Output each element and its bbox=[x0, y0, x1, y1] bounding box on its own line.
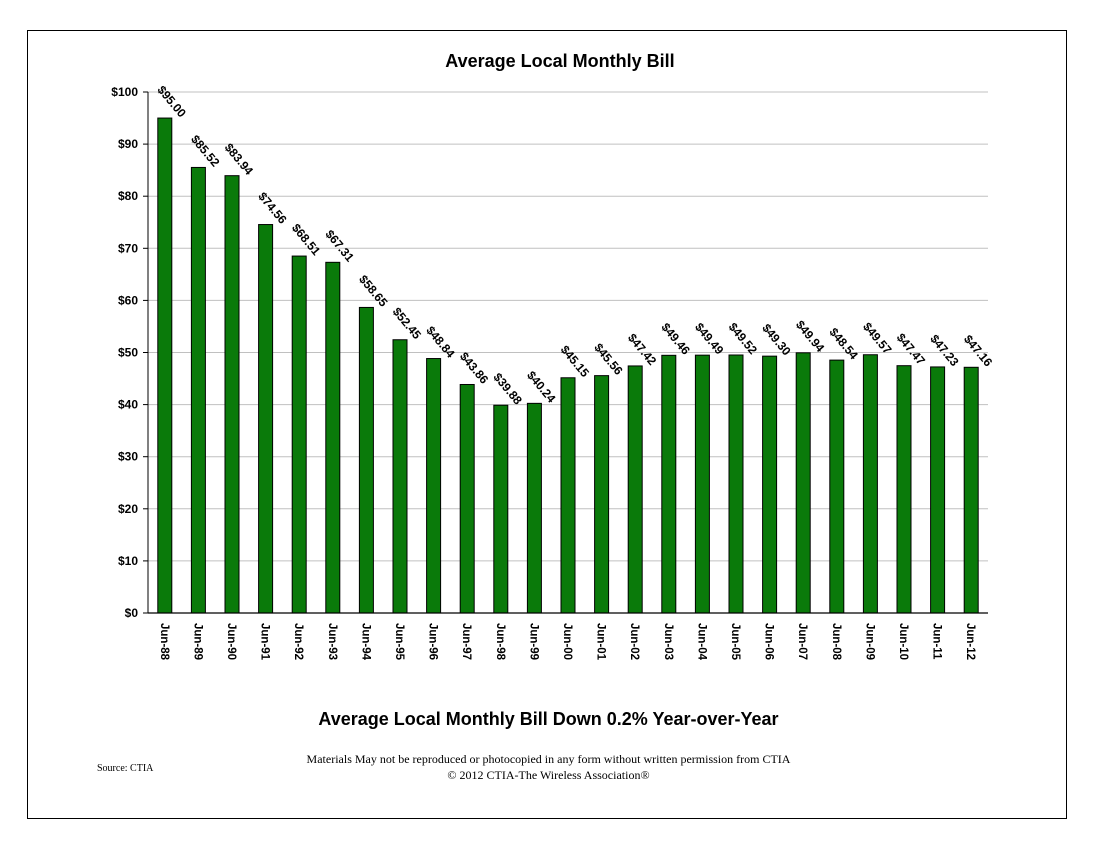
bar bbox=[930, 366, 946, 614]
data-label: $74.56 bbox=[255, 189, 290, 226]
data-label: $45.56 bbox=[591, 341, 626, 378]
data-label: $58.65 bbox=[356, 272, 391, 309]
x-tick-label: Jun-09 bbox=[863, 623, 875, 660]
data-label: $45.15 bbox=[558, 343, 593, 380]
bar bbox=[661, 354, 677, 614]
x-tick-label: Jun-99 bbox=[527, 623, 539, 660]
x-tick-label: Jun-89 bbox=[191, 623, 203, 660]
x-tick-label: Jun-93 bbox=[326, 623, 338, 660]
bar bbox=[190, 166, 206, 614]
bar bbox=[157, 117, 173, 614]
x-tick-label: Jun-96 bbox=[427, 623, 439, 660]
y-tick-label: $30 bbox=[118, 450, 138, 464]
data-label: $48.54 bbox=[827, 325, 862, 362]
y-tick-label: $10 bbox=[118, 554, 138, 568]
data-label: $95.00 bbox=[155, 83, 190, 120]
y-tick-label: $90 bbox=[118, 137, 138, 151]
bar bbox=[358, 306, 374, 614]
x-tick-label: Jun-91 bbox=[259, 623, 271, 661]
bar bbox=[829, 359, 845, 614]
x-tick-label: Jun-11 bbox=[931, 623, 943, 660]
notice-line-1: Materials May not be reproduced or photo… bbox=[306, 752, 791, 766]
bar bbox=[862, 354, 878, 614]
chart-subtitle: Average Local Monthly Bill Down 0.2% Yea… bbox=[318, 709, 779, 729]
bar bbox=[560, 377, 576, 614]
x-tick-label: Jun-92 bbox=[292, 623, 304, 660]
gridlines bbox=[148, 91, 988, 562]
source-note: Source: CTIA bbox=[97, 763, 154, 774]
axes bbox=[147, 92, 988, 614]
x-tick-label: Jun-01 bbox=[595, 623, 607, 661]
data-label: $83.94 bbox=[222, 141, 257, 178]
y-tick-label: $0 bbox=[125, 606, 139, 620]
bar bbox=[795, 352, 811, 614]
bar bbox=[728, 354, 744, 614]
bar bbox=[896, 365, 912, 614]
bar bbox=[526, 402, 542, 614]
y-axis-ticks: $0 $10 $20 $30 $40 $50 $60 $70 $80 $90 $100 bbox=[111, 85, 148, 620]
x-tick-label: Jun-06 bbox=[763, 623, 775, 660]
bar bbox=[426, 358, 442, 614]
bar bbox=[493, 404, 509, 614]
bar bbox=[594, 375, 610, 614]
notice-line-2: © 2012 CTIA-The Wireless Association® bbox=[447, 768, 650, 782]
y-tick-label: $60 bbox=[118, 293, 138, 307]
bars bbox=[157, 117, 979, 614]
x-tick-label: Jun-94 bbox=[359, 623, 371, 661]
data-label: $49.94 bbox=[793, 318, 828, 355]
data-label: $43.86 bbox=[457, 349, 492, 386]
data-label: $40.24 bbox=[524, 368, 559, 405]
data-label: $47.42 bbox=[625, 331, 660, 368]
data-label: $68.51 bbox=[289, 221, 324, 258]
bar bbox=[459, 383, 475, 614]
data-label: $49.52 bbox=[726, 320, 761, 357]
copyright-notice: Materials May not be reproduced or photo… bbox=[0, 751, 1097, 783]
x-axis-ticks: Jun-88 Jun-89 Jun-90 Jun-91 Jun-92 Jun-93 Jun-… bbox=[158, 623, 976, 661]
data-label: $49.49 bbox=[692, 320, 727, 357]
data-label: $47.23 bbox=[927, 332, 962, 369]
x-tick-label: Jun-05 bbox=[729, 623, 741, 661]
bar bbox=[325, 261, 341, 614]
y-tick-label: $40 bbox=[118, 398, 138, 412]
data-label: $47.47 bbox=[894, 331, 929, 368]
x-tick-label: Jun-04 bbox=[695, 623, 707, 661]
data-label: $67.31 bbox=[323, 227, 358, 264]
data-label: $47.16 bbox=[961, 332, 996, 369]
x-tick-label: Jun-02 bbox=[628, 623, 640, 660]
chart-title: Average Local Monthly Bill bbox=[445, 51, 674, 71]
x-tick-label: Jun-08 bbox=[830, 623, 842, 661]
data-label: $49.57 bbox=[860, 320, 895, 357]
x-tick-label: Jun-10 bbox=[897, 623, 909, 660]
bar bbox=[762, 355, 778, 614]
x-tick-label: Jun-98 bbox=[494, 623, 506, 661]
y-tick-label: $70 bbox=[118, 241, 138, 255]
y-tick-label: $100 bbox=[111, 85, 138, 99]
bar bbox=[258, 224, 274, 614]
y-tick-label: $20 bbox=[118, 502, 138, 516]
data-label: $85.52 bbox=[188, 132, 223, 169]
x-tick-label: Jun-88 bbox=[158, 623, 170, 661]
bar-chart: Average Local Monthly Bill $0 $10 $20 $30 $4… bbox=[111, 51, 996, 661]
bar bbox=[224, 175, 240, 614]
data-label: $39.88 bbox=[491, 370, 526, 407]
x-tick-label: Jun-95 bbox=[393, 623, 405, 661]
bar bbox=[392, 339, 408, 614]
bar bbox=[694, 354, 710, 614]
x-tick-label: Jun-03 bbox=[662, 623, 674, 660]
x-tick-label: Jun-12 bbox=[964, 623, 976, 660]
y-tick-label: $80 bbox=[118, 189, 138, 203]
y-tick-label: $50 bbox=[118, 346, 138, 360]
x-tick-label: Jun-90 bbox=[225, 623, 237, 660]
bar bbox=[963, 366, 979, 614]
x-tick-label: Jun-00 bbox=[561, 623, 573, 660]
data-label: $52.45 bbox=[390, 305, 425, 342]
data-label: $48.84 bbox=[423, 323, 458, 360]
bar bbox=[627, 365, 643, 614]
bar bbox=[291, 255, 307, 614]
x-tick-label: Jun-97 bbox=[460, 623, 472, 660]
x-tick-label: Jun-07 bbox=[796, 623, 808, 660]
